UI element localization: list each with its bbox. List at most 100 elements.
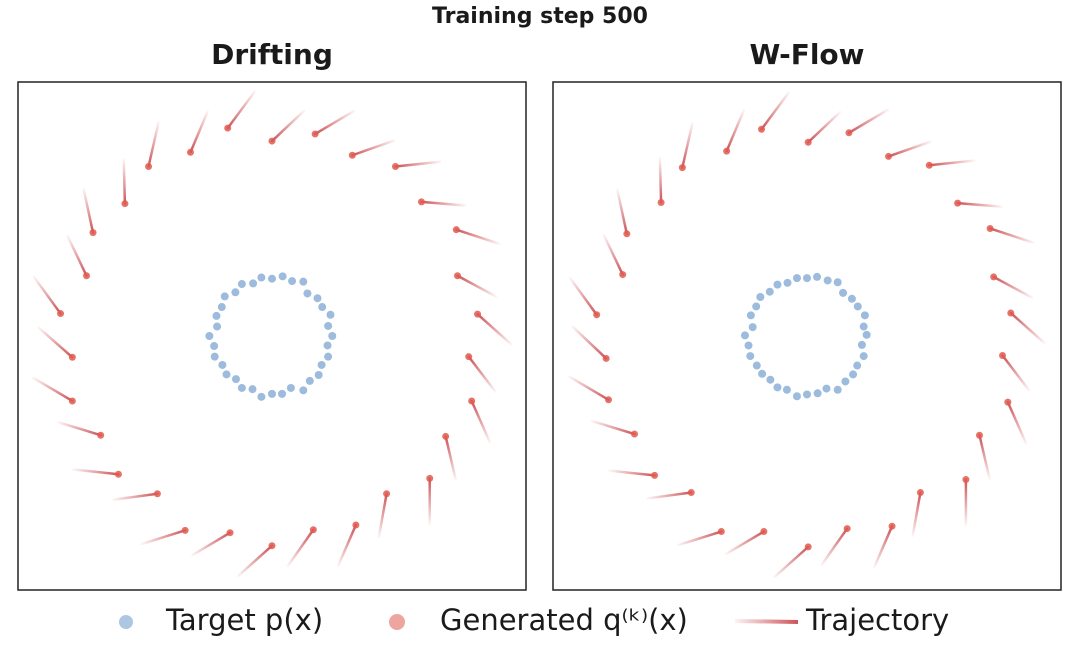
trajectory [226,90,257,130]
target-point [822,384,831,393]
plot-frame [17,81,527,591]
generated-point [804,138,812,146]
legend-marker [119,615,133,629]
target-point [217,303,226,312]
target-point [324,321,333,330]
trajectory [978,433,991,480]
trajectory [988,227,1035,244]
target-point [857,340,866,349]
target-point [813,389,822,398]
generated-point [885,152,893,160]
generated-point [57,310,65,318]
generated-point [916,489,924,497]
generated-point [593,311,601,319]
generated-point [631,430,639,438]
target-point [210,342,219,351]
generated-point [651,471,659,479]
target-point [257,273,266,282]
generated-point [605,396,613,404]
generated-point [68,353,76,361]
trajectory [676,530,723,547]
trajectory [377,492,388,539]
trajectory [467,355,497,393]
generated-point [452,226,460,234]
panel-title: Drifting [211,38,333,71]
generated-point [717,528,725,536]
trajectory [725,109,746,153]
trajectory [608,469,656,477]
generated-point [657,199,665,207]
target-point [748,323,757,332]
trajectory [112,492,159,501]
target-point [212,311,221,320]
target-point [746,352,755,361]
trajectory [1001,354,1031,392]
generated-point [417,198,425,206]
target-point [860,311,869,320]
target-point [231,288,240,297]
trajectory [956,201,1003,208]
trajectory [270,109,306,143]
target-point [833,278,842,287]
target-point [853,361,862,370]
target-point [752,361,761,370]
target-point [213,322,222,331]
generated-point [723,147,731,155]
target-point [317,360,326,369]
trajectory [456,274,498,298]
target-point [746,311,755,320]
target-point [326,310,335,319]
trajectory [470,399,492,444]
target-point [823,276,832,285]
target-point [849,370,858,379]
target-point [278,272,287,281]
target-point [205,332,214,340]
target-point [766,375,775,384]
trajectory [66,234,88,277]
generated-point [804,543,812,551]
trajectory [568,276,598,316]
trajectory [72,468,120,476]
target-point [773,383,782,392]
trajectory [568,375,610,402]
target-point [847,294,856,303]
trajectory [724,530,766,556]
target-point [765,287,774,296]
target-point [756,293,765,302]
target-point [249,279,258,288]
generated-point [89,229,97,237]
generated-point [925,161,933,169]
generated-point [619,271,627,279]
target-point [313,294,322,303]
target-point [803,274,811,283]
trajectory [476,312,513,346]
generated-point [888,522,896,530]
target-point [323,341,332,350]
legend-label: Generated q⁽ᵏ⁾(x) [440,603,688,637]
generated-point [474,310,482,318]
target-point [853,302,862,311]
target-point [303,289,312,298]
target-point [833,385,842,394]
target-point [783,278,792,287]
target-point [299,386,308,395]
trajectory [313,109,356,136]
trajectory [444,435,457,481]
target-point [862,330,871,339]
generated-point [1007,309,1015,317]
trajectory [616,188,629,236]
generated-point [97,431,105,439]
target-point [839,288,848,297]
panel-title: W-Flow [749,38,864,71]
target-point [803,390,811,399]
target-point [286,383,295,392]
target-point [841,377,850,386]
target-point [299,277,308,286]
trajectory [191,531,232,557]
target-point [318,303,327,312]
target-point [859,352,868,361]
generated-point [758,125,766,133]
trajectory [773,545,810,579]
trajectory [590,419,636,436]
